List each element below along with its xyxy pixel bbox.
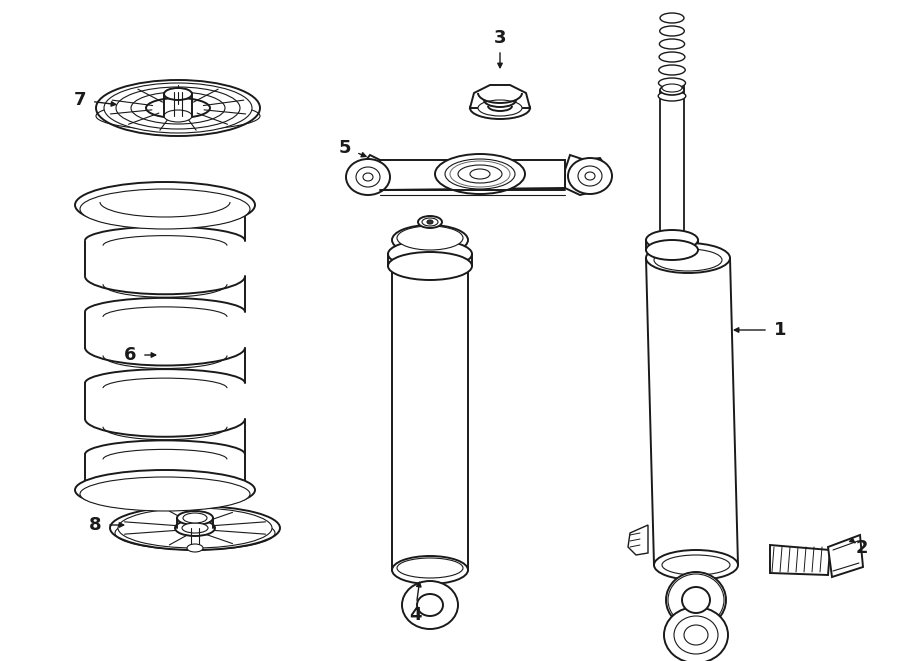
Polygon shape <box>628 525 648 555</box>
Ellipse shape <box>664 607 728 661</box>
Text: 8: 8 <box>89 516 102 534</box>
Ellipse shape <box>356 167 380 187</box>
Polygon shape <box>380 160 565 190</box>
Ellipse shape <box>568 158 612 194</box>
Text: 7: 7 <box>74 91 86 109</box>
Ellipse shape <box>388 240 472 268</box>
Ellipse shape <box>666 572 726 628</box>
Ellipse shape <box>478 100 522 116</box>
Ellipse shape <box>402 581 458 629</box>
Ellipse shape <box>660 26 684 36</box>
Ellipse shape <box>363 173 373 181</box>
Ellipse shape <box>658 91 686 101</box>
Ellipse shape <box>164 88 192 100</box>
Ellipse shape <box>458 165 502 183</box>
Ellipse shape <box>654 249 722 271</box>
Ellipse shape <box>182 523 208 533</box>
Ellipse shape <box>75 182 255 228</box>
Ellipse shape <box>435 154 525 194</box>
Ellipse shape <box>585 172 595 180</box>
Ellipse shape <box>118 508 272 548</box>
Text: 1: 1 <box>774 321 787 339</box>
Ellipse shape <box>646 240 698 260</box>
Ellipse shape <box>674 616 718 654</box>
Ellipse shape <box>659 78 686 88</box>
Text: 5: 5 <box>338 139 351 157</box>
Ellipse shape <box>662 84 682 92</box>
Ellipse shape <box>654 550 738 580</box>
Ellipse shape <box>175 520 215 536</box>
Ellipse shape <box>668 574 724 626</box>
Ellipse shape <box>470 169 490 179</box>
Ellipse shape <box>96 80 260 136</box>
Ellipse shape <box>177 511 213 525</box>
Ellipse shape <box>104 83 252 133</box>
Ellipse shape <box>660 85 684 95</box>
Ellipse shape <box>75 470 255 510</box>
Ellipse shape <box>660 13 684 23</box>
Ellipse shape <box>659 65 685 75</box>
Text: 2: 2 <box>856 539 868 557</box>
Ellipse shape <box>659 52 685 62</box>
Text: 3: 3 <box>494 29 506 47</box>
Ellipse shape <box>660 39 685 49</box>
Ellipse shape <box>578 166 602 186</box>
Ellipse shape <box>445 159 515 189</box>
Polygon shape <box>828 535 863 577</box>
Ellipse shape <box>131 92 225 124</box>
Ellipse shape <box>427 220 433 224</box>
Ellipse shape <box>80 189 250 229</box>
Ellipse shape <box>146 98 210 118</box>
Ellipse shape <box>110 506 280 550</box>
Ellipse shape <box>183 513 207 523</box>
Ellipse shape <box>417 594 443 616</box>
Polygon shape <box>770 545 830 575</box>
Ellipse shape <box>662 555 730 575</box>
Ellipse shape <box>470 97 530 119</box>
Ellipse shape <box>164 110 192 122</box>
Polygon shape <box>362 155 385 190</box>
Ellipse shape <box>422 218 438 226</box>
Ellipse shape <box>392 225 468 255</box>
Ellipse shape <box>392 556 468 584</box>
Ellipse shape <box>646 243 730 273</box>
Ellipse shape <box>682 587 710 613</box>
Ellipse shape <box>116 87 240 129</box>
Ellipse shape <box>80 477 250 511</box>
Ellipse shape <box>418 216 442 228</box>
Ellipse shape <box>646 230 698 250</box>
Ellipse shape <box>397 226 463 250</box>
Ellipse shape <box>346 159 390 195</box>
Ellipse shape <box>187 544 203 552</box>
Text: 6: 6 <box>124 346 136 364</box>
Ellipse shape <box>684 625 708 645</box>
Polygon shape <box>470 85 530 108</box>
Text: 4: 4 <box>409 606 421 624</box>
Ellipse shape <box>397 558 463 578</box>
Ellipse shape <box>388 252 472 280</box>
Polygon shape <box>565 155 610 195</box>
